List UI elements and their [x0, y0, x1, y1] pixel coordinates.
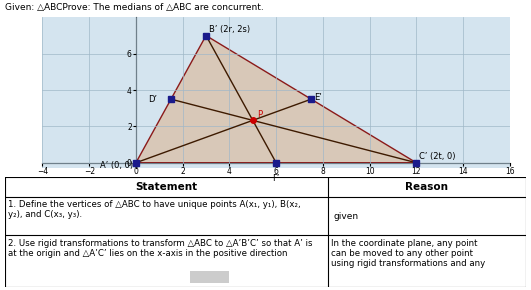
Text: E’: E’ [314, 93, 322, 102]
Text: given: given [333, 211, 358, 220]
Polygon shape [136, 36, 416, 163]
Text: C’ (2t, 0): C’ (2t, 0) [419, 152, 456, 161]
Text: 1. Define the vertices of △ABC to have unique points A(x₁, y₁), B(x₂,
y₂), and C: 1. Define the vertices of △ABC to have u… [8, 200, 301, 220]
Text: Statement: Statement [135, 182, 198, 192]
Text: Reason: Reason [405, 182, 448, 192]
Bar [190, 271, 229, 283]
Text: P: P [257, 110, 262, 119]
Text: D’: D’ [148, 95, 157, 104]
Text: B’ (2r, 2s): B’ (2r, 2s) [209, 25, 250, 34]
Text: 2. Use rigid transformations to transform △ABC to △A’B’C’ so that A’ is
at the o: 2. Use rigid transformations to transfor… [8, 239, 312, 258]
Text: F’: F’ [272, 174, 280, 183]
Text: In the coordinate plane, any point
can be moved to any other point
using rigid t: In the coordinate plane, any point can b… [330, 239, 485, 269]
Text: A’ (0, 0): A’ (0, 0) [100, 161, 133, 170]
Text: Given: △ABCProve: The medians of △ABC are concurrent.: Given: △ABCProve: The medians of △ABC ar… [5, 3, 264, 12]
